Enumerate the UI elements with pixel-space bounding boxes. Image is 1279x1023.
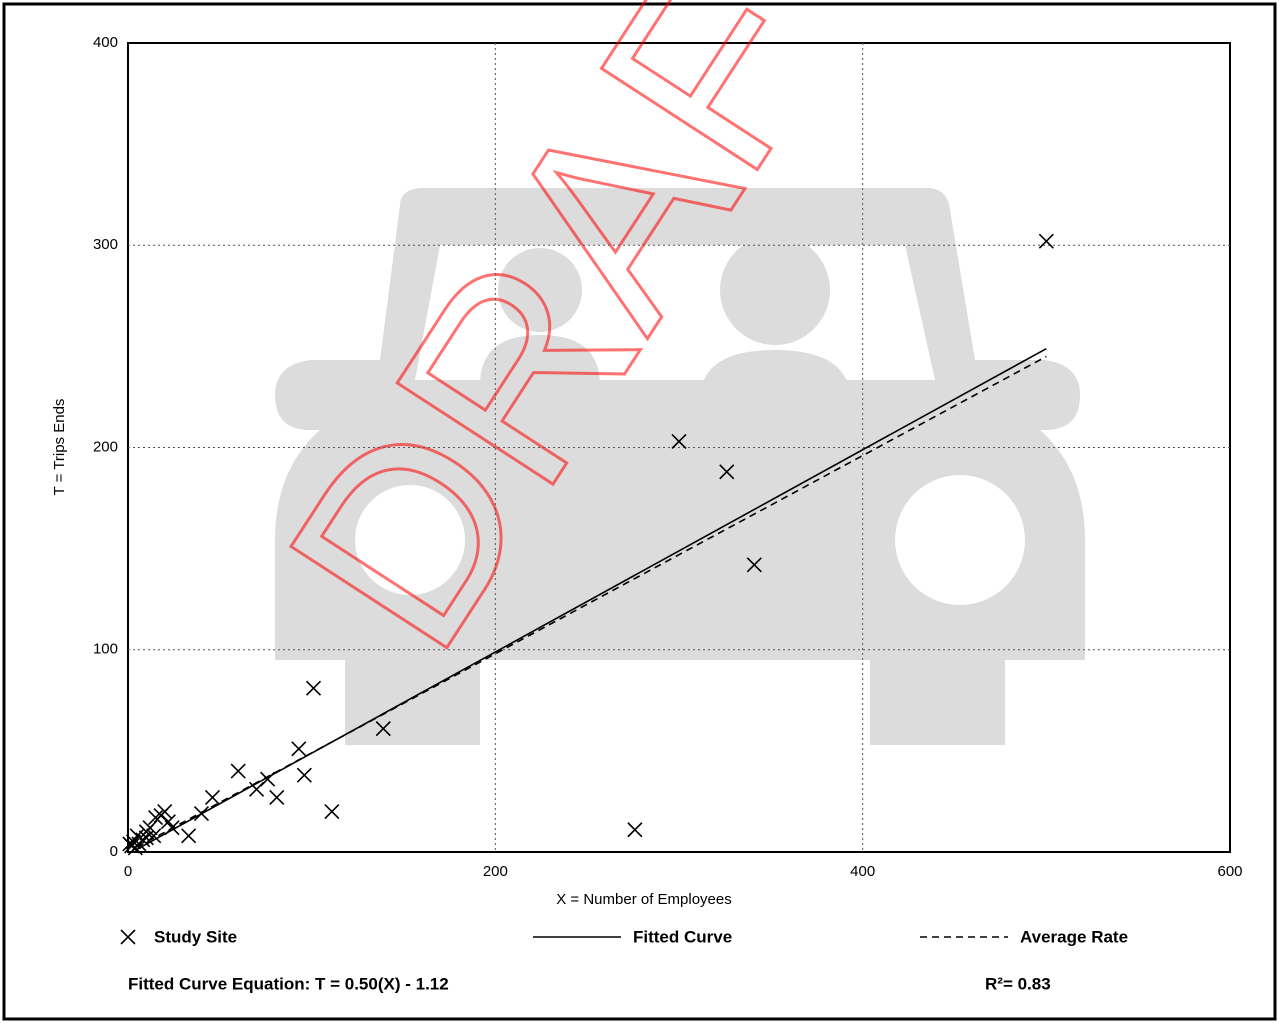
x-tick-label: 400 — [850, 863, 875, 880]
y-tick-label: 400 — [93, 34, 118, 51]
legend-label: Average Rate — [1020, 927, 1128, 946]
y-tick-label: 300 — [93, 236, 118, 253]
y-tick-label: 0 — [110, 843, 118, 860]
x-tick-label: 600 — [1217, 863, 1242, 880]
y-axis-label: T = Trips Ends — [51, 399, 68, 496]
legend-label: Fitted Curve — [633, 927, 732, 946]
chart: T = Trips Ends X = Number of Employees F… — [0, 0, 1279, 1023]
equation: Fitted Curve Equation: T = 0.50(X) - 1.1… — [128, 974, 449, 993]
y-tick-label: 100 — [93, 641, 118, 658]
x-tick-label: 200 — [483, 863, 508, 880]
legend-label: Study Site — [154, 927, 237, 946]
y-tick-label: 200 — [93, 438, 118, 455]
x-axis-label: X = Number of Employees — [556, 891, 732, 908]
x-tick-label: 0 — [124, 863, 132, 880]
r-squared: R²= 0.83 — [985, 974, 1051, 993]
